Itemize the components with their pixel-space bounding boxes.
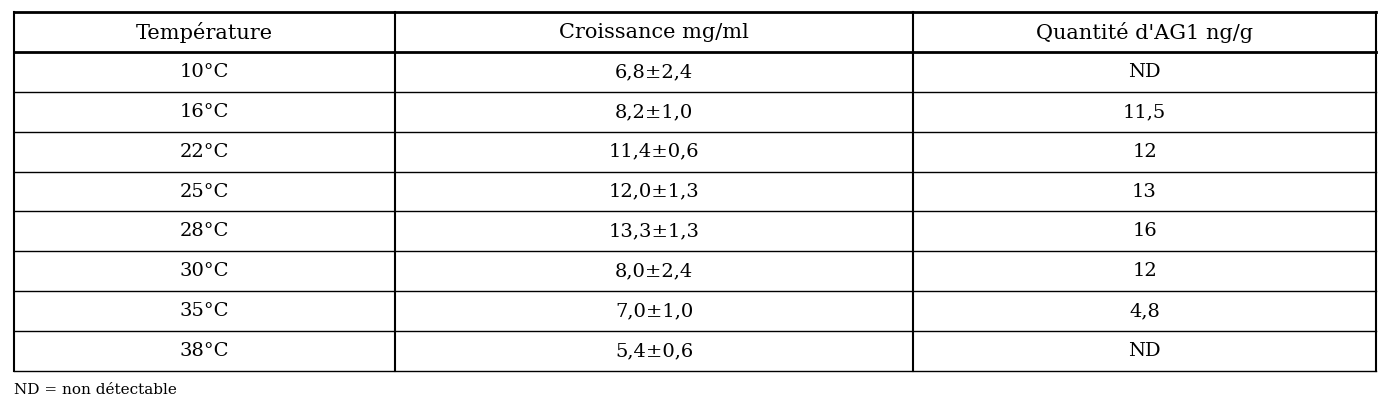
Text: 16: 16 <box>1131 222 1156 241</box>
Text: 16°C: 16°C <box>179 103 229 121</box>
Text: 25°C: 25°C <box>179 183 229 201</box>
Text: 11,4±0,6: 11,4±0,6 <box>609 143 699 161</box>
Text: Croissance mg/ml: Croissance mg/ml <box>559 23 749 42</box>
Text: 6,8±2,4: 6,8±2,4 <box>614 63 694 81</box>
Text: 4,8: 4,8 <box>1129 302 1161 320</box>
Text: Température: Température <box>136 22 274 43</box>
Text: 13,3±1,3: 13,3±1,3 <box>609 222 699 241</box>
Text: 7,0±1,0: 7,0±1,0 <box>614 302 694 320</box>
Text: 12: 12 <box>1131 143 1156 161</box>
Text: ND = non détectable: ND = non détectable <box>14 383 177 397</box>
Text: 8,0±2,4: 8,0±2,4 <box>614 262 694 280</box>
Text: 12: 12 <box>1131 262 1156 280</box>
Text: 10°C: 10°C <box>179 63 229 81</box>
Text: 13: 13 <box>1131 183 1156 201</box>
Text: ND: ND <box>1129 342 1161 360</box>
Text: 35°C: 35°C <box>179 302 229 320</box>
Text: 8,2±1,0: 8,2±1,0 <box>614 103 694 121</box>
Text: 5,4±0,6: 5,4±0,6 <box>614 342 694 360</box>
Text: 22°C: 22°C <box>179 143 229 161</box>
Text: 12,0±1,3: 12,0±1,3 <box>609 183 699 201</box>
Text: 38°C: 38°C <box>179 342 229 360</box>
Text: ND: ND <box>1129 63 1161 81</box>
Text: 28°C: 28°C <box>179 222 229 241</box>
Text: 30°C: 30°C <box>179 262 229 280</box>
Text: 11,5: 11,5 <box>1123 103 1166 121</box>
Text: Quantité d'AG1 ng/g: Quantité d'AG1 ng/g <box>1036 22 1252 43</box>
